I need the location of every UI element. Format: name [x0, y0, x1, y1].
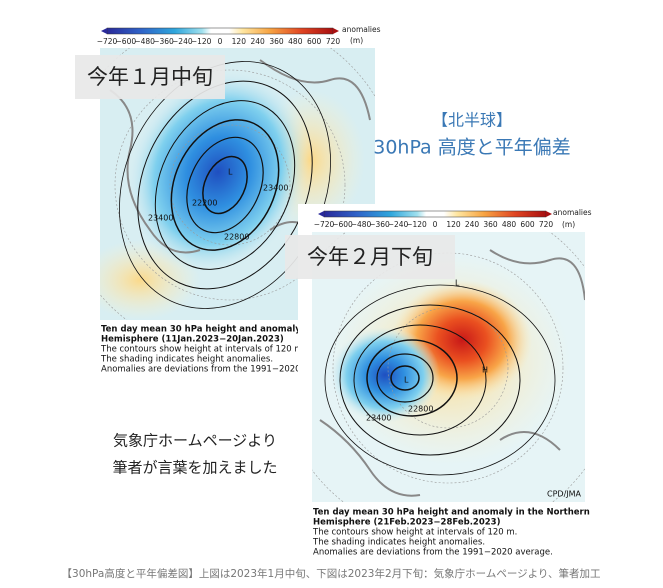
colorbar-tick-label: 600: [307, 37, 322, 46]
colorbar-tick-label: 600: [520, 220, 535, 229]
colorbar-tick-label: −240: [172, 37, 193, 46]
caption-line: The contours show height at intervals of…: [312, 528, 517, 538]
colorbar-tick-label: −600: [332, 220, 353, 229]
contour: [390, 365, 420, 391]
colorbar-tick-label: −360: [369, 220, 390, 229]
coastline: [489, 249, 585, 301]
colorbar-tick-label: 360: [483, 220, 498, 229]
map-source: CPD/JMA: [547, 490, 582, 499]
colorbar-tick-label: −480: [134, 37, 155, 46]
contour: [353, 324, 487, 436]
label-box: [75, 55, 225, 99]
colorbar-title: anomalies: [553, 208, 592, 217]
coastline: [499, 431, 561, 451]
colorbar-tick-label: −360: [153, 37, 174, 46]
credit-line: 筆者が言葉を加えました: [112, 459, 277, 477]
colorbar-tick-label: 480: [502, 220, 517, 229]
colorbar-tick-label: −480: [351, 220, 372, 229]
caption-line: Anomalies are deviations from the 1991−2…: [313, 548, 553, 558]
caption-line: The shading indicates height anomalies.: [100, 355, 273, 365]
colorbar-tick-label: 0: [218, 37, 223, 46]
contour: [202, 155, 248, 215]
contour: [170, 119, 280, 251]
colorbar-tick-label: 720: [326, 37, 341, 46]
colorbar-tick-label: 480: [288, 37, 303, 46]
latitude-circle: [387, 307, 509, 429]
map-label: L: [455, 279, 460, 288]
colorbar-tick-label: 120: [446, 220, 461, 229]
map-label: 22800: [224, 233, 249, 242]
map-label: 22200: [192, 199, 217, 208]
colorbar-tick-label: 240: [251, 37, 266, 46]
caption-line: Ten day mean 30 hPa height and anomaly i…: [101, 325, 342, 335]
contour: [366, 339, 458, 417]
colorbar-tick-label: −600: [116, 37, 137, 46]
coastline: [109, 89, 201, 254]
contour: [186, 136, 264, 234]
map-label: L: [404, 376, 409, 385]
colorbar-unit: (m): [350, 36, 363, 45]
map-label: 23400: [263, 184, 288, 193]
caption-line: The shading indicates height anomalies.: [312, 538, 485, 548]
caption-line: The contours show height at intervals of…: [100, 345, 305, 355]
map-label: 23400: [366, 414, 391, 423]
credit-line: 気象庁ホームページより: [113, 432, 277, 450]
coastline: [259, 59, 371, 121]
caption-line: Ten day mean 30 hPa height and anomaly i…: [313, 508, 590, 518]
panel-label: 今年２月下旬: [307, 245, 433, 269]
contour: [154, 100, 296, 270]
colorbar-arrow: [101, 28, 107, 34]
panel-label: 今年１月中旬: [87, 65, 213, 89]
map-label: 22800: [408, 405, 433, 414]
colorbar-tick-label: −240: [388, 220, 409, 229]
annotation-region: 【北半球】: [432, 111, 512, 130]
colorbar-ticks: −720−600−480−360−240−120 0 120 240 360 480 600…: [314, 220, 554, 229]
colorbar-tick-label: 360: [269, 37, 284, 46]
figure-caption: 【30hPa高度と平年偏差図】上図は2023年1月中旬、下図は2023年2月下旬…: [62, 567, 601, 580]
latitude-circle: [114, 69, 346, 301]
annotation-subject: 30hPa 高度と平年偏差: [373, 137, 571, 159]
contour: [376, 353, 434, 403]
anomaly-shading: [126, 69, 310, 275]
colorbar-arrow: [546, 211, 552, 217]
map-label: 23400: [148, 214, 173, 223]
contour: [339, 304, 521, 456]
colorbar-tick-label: 240: [465, 220, 480, 229]
colorbar-tick-label: −720: [97, 37, 118, 46]
colorbar-tick-label: 0: [433, 220, 438, 229]
colorbar-arrow: [333, 28, 339, 34]
label-box: [285, 235, 455, 279]
colorbar: [323, 210, 547, 218]
map-label: H: [482, 366, 488, 375]
colorbar-tick-label: −120: [406, 220, 427, 229]
panel-2: anomalies (m) −720−600−480−360−240−120 0 1…: [285, 204, 592, 560]
colorbar-arrow: [318, 211, 324, 217]
colorbar: [106, 27, 334, 35]
latitude-circle: [169, 124, 291, 246]
colorbar-unit: (m): [562, 220, 575, 229]
colorbar-title: anomalies: [342, 25, 381, 34]
coastlines: [319, 249, 585, 497]
coastline: [319, 419, 421, 497]
colorbar-ticks: −720−600−480−360−240−120 0 120 240 360 480 600…: [97, 37, 341, 46]
contour: [324, 284, 556, 476]
colorbar-tick-label: 720: [539, 220, 554, 229]
colorbar-tick-label: −120: [191, 37, 212, 46]
colorbar-tick-label: −720: [314, 220, 335, 229]
colorbar-tick-label: 120: [232, 37, 247, 46]
caption-line: Anomalies are deviations from the 1991−2…: [101, 365, 333, 375]
caption-line: Hemisphere (11Jan.2023−20Jan.2023): [101, 335, 284, 345]
map-label: L: [228, 168, 233, 177]
caption-line: Hemisphere (21Feb.2023−28Feb.2023): [313, 518, 501, 528]
